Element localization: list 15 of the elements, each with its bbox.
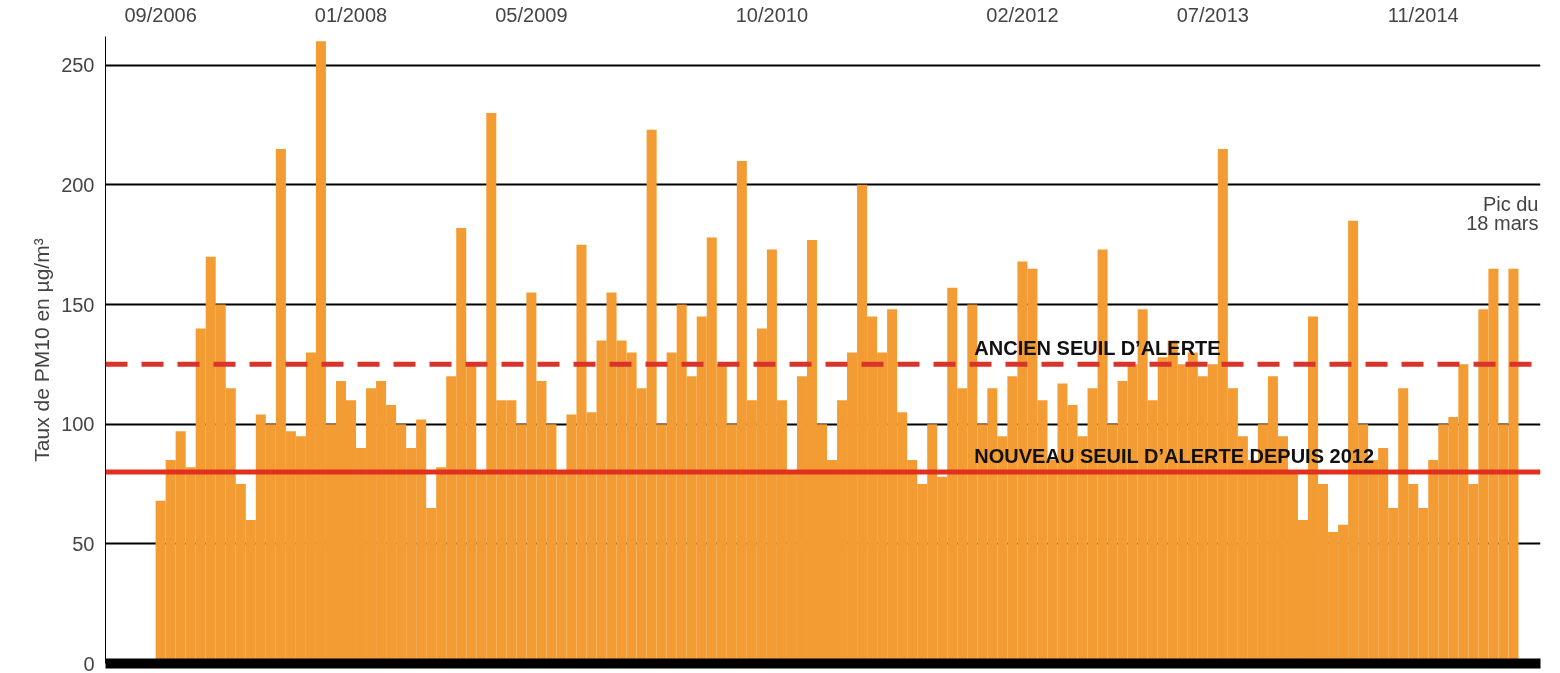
y-tick-label: 100 — [61, 413, 95, 436]
x-tick-label: 01/2008 — [314, 3, 388, 26]
y-tick-label: 150 — [61, 293, 95, 316]
y-tick-label: 0 — [83, 652, 95, 673]
y-tick-label: 50 — [72, 532, 95, 555]
x-tick-label: 11/2014 — [1387, 3, 1459, 26]
annotation: Pic du 18 mars — [1466, 192, 1539, 235]
x-tick-label: 09/2006 — [124, 3, 197, 26]
x-tick-label: 02/2012 — [986, 3, 1059, 26]
x-tick-label: 07/2013 — [1176, 3, 1249, 26]
x-tick-label: 05/2009 — [495, 3, 568, 26]
y-tick-label: 200 — [61, 173, 95, 196]
x-tick-label: 10/2010 — [735, 3, 809, 26]
y-tick-label: 250 — [61, 54, 95, 77]
y-axis-title: Taux de PM10 en µg/m³ — [30, 238, 54, 462]
